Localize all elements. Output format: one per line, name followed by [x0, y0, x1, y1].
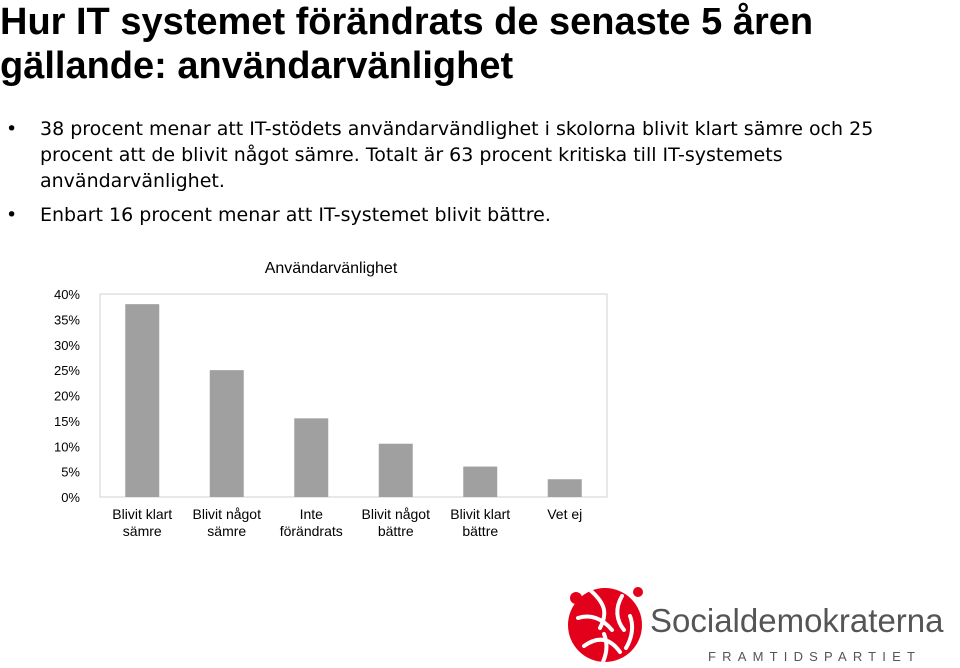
bar-chart: Användarvänlighet 0% 5% 10% 15% 20% 25% 30% 35%… — [54, 260, 608, 539]
y-tick-label: 0% — [61, 490, 80, 505]
y-axis: 0% 5% 10% 15% 20% 25% 30% 35% 40% — [54, 287, 80, 505]
bar — [209, 370, 244, 497]
x-tick-label: Blivit klart bättre — [450, 506, 510, 539]
bar — [294, 418, 329, 497]
bullet-symbol: • — [6, 204, 18, 226]
bullet-list: • 38 procent menar att IT-stödets använd… — [0, 116, 930, 236]
bar — [547, 479, 582, 497]
bar — [125, 304, 160, 497]
bullet-text: Enbart 16 procent menar att IT-systemet … — [40, 204, 551, 226]
bar-series — [125, 304, 582, 497]
y-tick-label: 10% — [54, 439, 80, 454]
y-tick-label: 15% — [54, 414, 80, 429]
y-tick-label: 40% — [54, 287, 80, 302]
x-tick-label: Blivit något sämre — [193, 506, 262, 539]
y-tick-label: 25% — [54, 363, 80, 378]
bar — [378, 443, 413, 497]
chart-title: Användarvänlighet — [265, 260, 398, 277]
bullet-item: • Enbart 16 procent menar att IT-systeme… — [0, 202, 930, 228]
x-tick-label: Blivit klart sämre — [112, 506, 172, 539]
logo-name: Socialdemokraterna — [650, 602, 944, 639]
y-tick-label: 5% — [61, 465, 80, 480]
logo-tagline: FRAMTIDSPARTIET — [708, 649, 922, 664]
y-tick-label: 20% — [54, 389, 80, 404]
y-tick-label: 35% — [54, 312, 80, 327]
rose-logo-icon — [568, 587, 643, 662]
bullet-item: • 38 procent menar att IT-stödets använd… — [0, 116, 930, 194]
slide-title: Hur IT systemet förändrats de senaste 5 … — [0, 1, 814, 87]
bullet-symbol: • — [6, 118, 18, 140]
x-tick-label: Blivit något bättre — [362, 506, 431, 539]
plot-area-frame — [99, 293, 608, 498]
bullet-text: 38 procent menar att IT-stödets användar… — [40, 118, 874, 192]
x-axis: Blivit klart sämre Blivit något sämre Inte fö… — [112, 506, 582, 539]
x-tick-label: Inte förändrats — [280, 506, 343, 539]
bar — [463, 466, 498, 497]
y-tick-label: 30% — [54, 338, 80, 353]
x-tick-label: Vet ej — [547, 506, 582, 522]
